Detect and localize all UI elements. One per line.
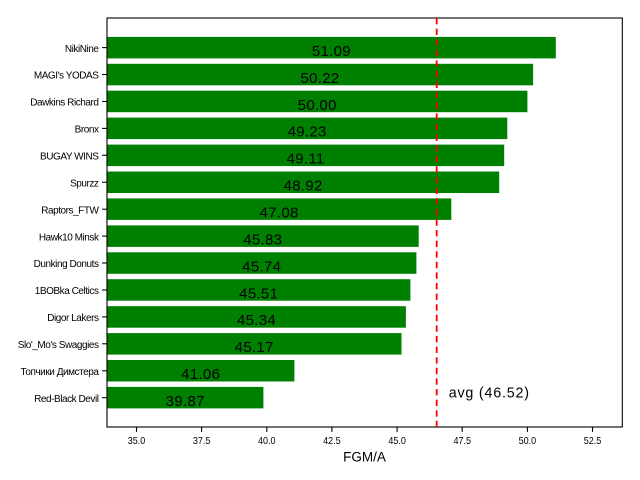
svg-text:51.09: 51.09 bbox=[312, 43, 351, 60]
svg-text:45.17: 45.17 bbox=[235, 339, 274, 356]
svg-text:47.5: 47.5 bbox=[453, 436, 471, 447]
svg-text:45.51: 45.51 bbox=[239, 285, 278, 302]
svg-text:FGM/A: FGM/A bbox=[343, 450, 386, 465]
svg-text:50.22: 50.22 bbox=[300, 70, 339, 87]
svg-text:Red-Black Devil: Red-Black Devil bbox=[34, 394, 99, 405]
svg-text:45.0: 45.0 bbox=[388, 436, 406, 447]
svg-text:45.34: 45.34 bbox=[237, 312, 276, 329]
svg-text:50.00: 50.00 bbox=[298, 97, 337, 114]
svg-text:Spurzz: Spurzz bbox=[70, 178, 99, 189]
svg-text:42.5: 42.5 bbox=[323, 436, 341, 447]
svg-text:avg (46.52): avg (46.52) bbox=[449, 386, 530, 402]
svg-text:Dawkins Richard: Dawkins Richard bbox=[30, 98, 98, 109]
svg-text:52.5: 52.5 bbox=[584, 436, 602, 447]
svg-text:Hawk10 Minsk: Hawk10 Minsk bbox=[39, 232, 100, 243]
svg-text:50.0: 50.0 bbox=[519, 436, 537, 447]
svg-text:BUGAY WINS: BUGAY WINS bbox=[40, 152, 99, 163]
svg-text:39.87: 39.87 bbox=[166, 393, 205, 410]
svg-text:49.23: 49.23 bbox=[288, 124, 327, 141]
svg-text:45.74: 45.74 bbox=[242, 258, 281, 275]
svg-text:Raptors_FTW: Raptors_FTW bbox=[41, 205, 99, 216]
svg-text:1BOBka Celtics: 1BOBka Celtics bbox=[35, 286, 99, 297]
svg-text:41.06: 41.06 bbox=[181, 366, 220, 383]
svg-text:40.0: 40.0 bbox=[258, 436, 276, 447]
svg-text:47.08: 47.08 bbox=[260, 205, 299, 222]
svg-text:35.0: 35.0 bbox=[128, 436, 146, 447]
svg-text:37.5: 37.5 bbox=[193, 436, 211, 447]
svg-text:Bronx: Bronx bbox=[75, 125, 99, 136]
svg-text:MAGI's YODAS: MAGI's YODAS bbox=[34, 71, 99, 82]
svg-text:49.11: 49.11 bbox=[287, 151, 325, 168]
svg-text:NikiNine: NikiNine bbox=[65, 44, 100, 55]
svg-text:48.92: 48.92 bbox=[284, 178, 323, 195]
svg-text:45.83: 45.83 bbox=[243, 231, 282, 248]
svg-text:Digor Lakers: Digor Lakers bbox=[47, 313, 99, 324]
svg-text:Dunking Donuts: Dunking Donuts bbox=[34, 259, 99, 270]
svg-text:Slo'_Mo's Swaggies: Slo'_Mo's Swaggies bbox=[18, 340, 99, 351]
svg-text:Топчики Димстера: Топчики Димстера bbox=[20, 367, 99, 378]
